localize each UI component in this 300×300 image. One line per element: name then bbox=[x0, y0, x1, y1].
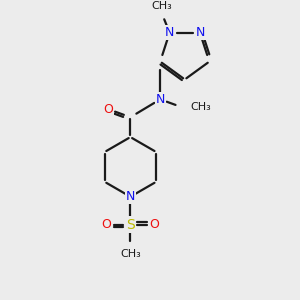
Text: CH₃: CH₃ bbox=[151, 1, 172, 11]
Text: N: N bbox=[165, 26, 174, 39]
Text: S: S bbox=[126, 218, 135, 232]
Text: O: O bbox=[103, 103, 113, 116]
Text: O: O bbox=[149, 218, 159, 231]
Text: O: O bbox=[102, 218, 112, 231]
Text: CH₃: CH₃ bbox=[120, 249, 141, 259]
Text: N: N bbox=[195, 26, 205, 39]
Text: CH₃: CH₃ bbox=[190, 102, 211, 112]
Text: N: N bbox=[126, 190, 135, 203]
Text: N: N bbox=[155, 93, 165, 106]
